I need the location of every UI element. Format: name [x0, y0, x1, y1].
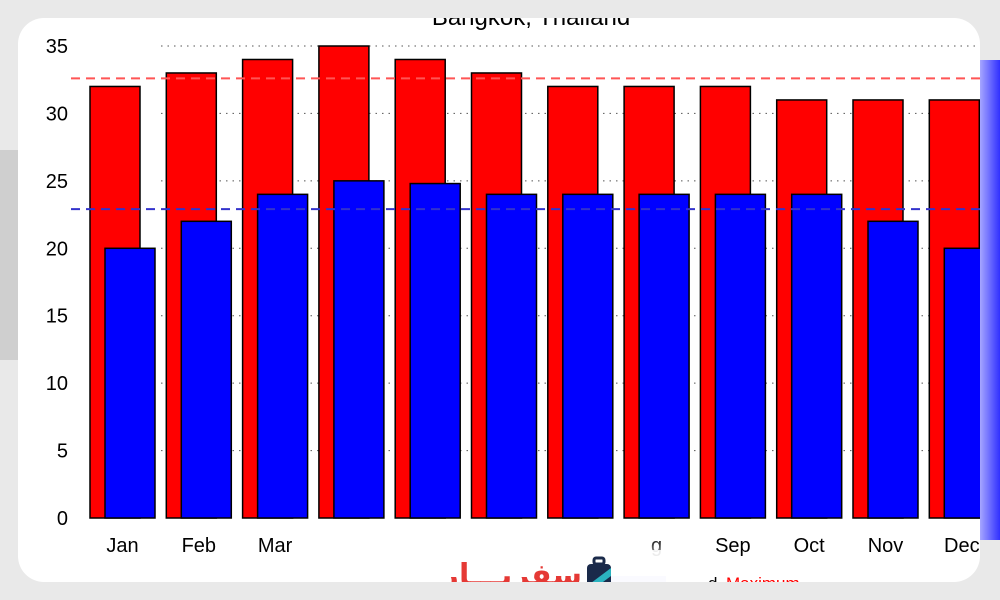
background-blur-left [0, 150, 22, 360]
bar-min-aug [638, 193, 690, 519]
y-tick-label-5: 5 [57, 441, 68, 463]
x-tick-label-aug: g [651, 535, 662, 557]
x-tick-label-sep: Sep [715, 535, 751, 557]
watermark-badge: سفریـــار [338, 550, 698, 582]
y-axis-ticks: 0 5 10 15 20 25 30 35 [46, 36, 68, 530]
bar-min-jun [485, 193, 538, 519]
bar-min-nov [867, 220, 919, 519]
x-tick-label-oct: Oct [794, 535, 826, 557]
watermark-text: سفریـــار [441, 558, 582, 582]
x-tick-label-dec: Dec [944, 535, 980, 557]
y-tick-label-15: 15 [46, 306, 68, 328]
temperature-chart: Bangkok, Thailand 0 5 10 15 20 25 30 35 Jan Feb M… [46, 18, 980, 582]
legend-fragment-1: d [708, 574, 717, 582]
reference-lines-layer [71, 77, 980, 211]
y-tick-label-20: 20 [46, 238, 68, 260]
bar-min-jul [562, 193, 614, 519]
bar-min-may [409, 182, 461, 519]
bar-min-dec [943, 247, 980, 519]
bar-min-oct [790, 193, 843, 519]
chart-title: Bangkok, Thailand [432, 18, 630, 31]
y-tick-label-10: 10 [46, 373, 68, 395]
legend-fragment-maximum: Maximum [726, 574, 800, 582]
y-tick-label-25: 25 [46, 171, 68, 193]
x-tick-label-nov: Nov [868, 535, 904, 557]
y-tick-label-30: 30 [46, 103, 68, 125]
suitcase-icon [584, 556, 614, 582]
x-tick-label-jan: Jan [106, 535, 138, 557]
bar-min-mar [256, 193, 309, 519]
bar-min-apr [333, 180, 385, 519]
x-tick-label-mar: Mar [258, 535, 293, 557]
bar-min-sep [714, 193, 767, 519]
y-tick-label-35: 35 [46, 36, 68, 58]
y-tick-label-0: 0 [57, 508, 68, 530]
bar-min-feb [180, 220, 233, 519]
chart-card: Bangkok, Thailand 0 5 10 15 20 25 30 35 Jan Feb M… [18, 18, 980, 582]
bar-min-jan [104, 247, 156, 519]
x-tick-label-feb: Feb [182, 535, 216, 557]
bars-layer [89, 45, 980, 519]
x-axis-ticks: Jan Feb Mar g Sep Oct Nov Dec [106, 535, 979, 557]
